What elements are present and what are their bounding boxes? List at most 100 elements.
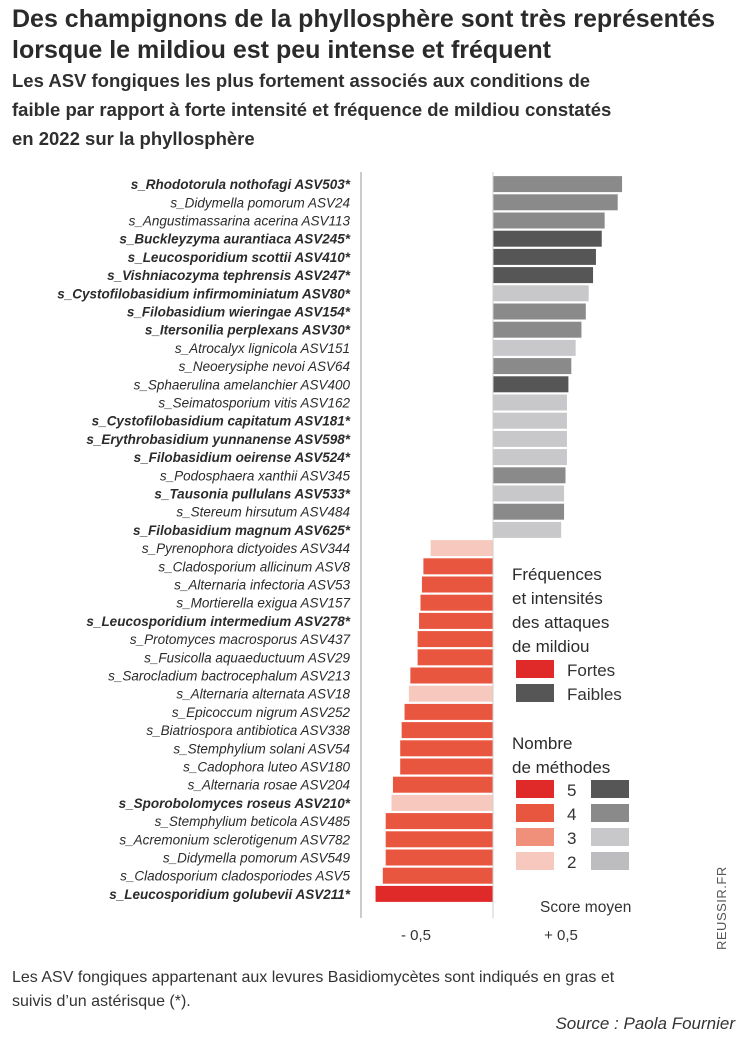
bar <box>385 849 493 866</box>
category-label: s_Mortierella exigua ASV157 <box>176 596 350 611</box>
legend-swatch-fortes-level <box>516 804 554 822</box>
chart-subtitle: Les ASV fongiques les plus fortement ass… <box>12 70 612 149</box>
category-label: s_Cadophora luteo ASV180 <box>183 760 350 775</box>
category-label: s_Seimatosporium vitis ASV162 <box>158 396 350 411</box>
legend-swatch-fortes-level <box>516 852 554 870</box>
category-label: s_Podosphaera xanthii ASV345 <box>160 468 351 483</box>
legend-label-fortes: Fortes <box>567 661 615 680</box>
axis: - 0,5 + 0,5 Score moyen <box>360 172 631 944</box>
legend: Fréquences et intensités des attaques de… <box>512 565 629 872</box>
bar <box>493 285 589 302</box>
legend-swatch-faibles-level <box>591 804 629 822</box>
bar <box>493 176 623 193</box>
category-label: s_Filobasidium wieringae ASV154* <box>127 305 351 320</box>
bar <box>493 467 566 484</box>
category-label: s_Fusicolla aquaeductuum ASV29 <box>144 650 350 665</box>
bar <box>493 449 567 466</box>
legend-swatch-faibles-level <box>591 828 629 846</box>
bar <box>400 740 493 757</box>
bar <box>493 394 567 411</box>
bar <box>493 248 596 265</box>
legend-level-label: 4 <box>567 805 576 824</box>
category-label: s_Alternaria alternata ASV18 <box>176 687 350 702</box>
bars <box>375 176 623 902</box>
category-label: s_Angustimassarina acerina ASV113 <box>129 214 351 229</box>
category-label: s_Protomyces macrosporus ASV437 <box>130 632 351 647</box>
bar <box>417 631 493 648</box>
category-label: s_Sphaerulina amelanchier ASV400 <box>134 377 351 392</box>
bar <box>493 230 602 247</box>
category-label: s_Cladosporium cladosporiodes ASV5 <box>120 869 350 884</box>
legend-method-levels: 5 4 3 2 <box>516 780 629 872</box>
category-label: s_Didymella pomorum ASV549 <box>163 851 351 866</box>
category-label: s_Stemphylium beticola ASV485 <box>155 814 351 829</box>
footnote: Les ASV fongiques appartenant aux levure… <box>12 969 615 1010</box>
category-label: s_Tausonia pullulans ASV533* <box>154 487 350 502</box>
bar <box>493 194 618 211</box>
legend-level-label: 5 <box>567 781 576 800</box>
category-label: s_Atrocalyx lignicola ASV151 <box>175 341 350 356</box>
bar <box>493 212 605 229</box>
category-label: s_Epicoccum nigrum ASV252 <box>172 705 351 720</box>
bar <box>493 503 565 520</box>
bar <box>423 558 493 575</box>
legend-label-faibles: Faibles <box>567 685 622 704</box>
category-label: s_Stereum hirsutum ASV484 <box>176 505 350 520</box>
bar <box>493 376 569 393</box>
legend-level-label: 2 <box>567 853 576 872</box>
category-label: s_Acremonium sclerotigenum ASV782 <box>119 832 350 847</box>
bar <box>385 831 493 848</box>
bar <box>419 612 493 629</box>
bar <box>493 321 582 338</box>
legend-level-label: 3 <box>567 829 576 848</box>
x-axis-label: Score moyen <box>540 899 631 916</box>
category-label: s_Erythrobasidium yunnanense ASV598* <box>86 432 350 447</box>
category-label: s_Pyrenophora dictyoides ASV344 <box>142 541 350 556</box>
bar <box>493 267 594 284</box>
bar <box>410 667 493 684</box>
bar <box>493 430 567 447</box>
x-tick-label-neg: - 0,5 <box>401 927 431 944</box>
category-label: s_Filobasidium oeirense ASV524* <box>134 450 351 465</box>
bar <box>400 758 493 775</box>
bar <box>493 339 576 356</box>
category-label: s_Cystofilobasidium capitatum ASV181* <box>92 414 351 429</box>
bar <box>493 412 567 429</box>
category-label: s_Neoerysiphe nevoi ASV64 <box>179 359 350 374</box>
chart-title: Des champignons de la phyllosphère sont … <box>12 5 715 64</box>
category-label: s_Vishniacozyma tephrensis ASV247* <box>107 268 351 283</box>
bar <box>375 885 493 902</box>
bar <box>382 867 493 884</box>
category-label: s_Leucosporidium intermedium ASV278* <box>86 614 350 629</box>
category-label: s_Leucosporidium golubevii ASV211* <box>109 887 351 902</box>
legend-title-methods: Nombre de méthodes <box>512 734 610 777</box>
bar <box>404 703 493 720</box>
category-label: s_Sporobolomyces roseus ASV210* <box>119 796 351 811</box>
legend-swatch-fortes-level <box>516 780 554 798</box>
bar <box>493 358 572 375</box>
legend-swatch-faibles <box>516 684 554 702</box>
source-credit: Source : Paola Fournier <box>555 1014 735 1033</box>
category-label: s_Cystofilobasidium infirmominiatum ASV8… <box>57 286 351 301</box>
legend-swatch-faibles-level <box>591 852 629 870</box>
bar <box>430 540 493 557</box>
legend-swatch-fortes <box>516 660 554 678</box>
bar <box>391 794 493 811</box>
x-tick-label-pos: + 0,5 <box>544 927 578 944</box>
legend-swatch-fortes-level <box>516 828 554 846</box>
bar <box>385 813 493 830</box>
category-labels: s_Rhodotorula nothofagi ASV503* s_Didymel… <box>57 177 351 902</box>
category-label: s_Buckleyzyma aurantiaca ASV245* <box>119 232 350 247</box>
bar <box>420 594 493 611</box>
category-label: s_Sarocladium bactrocephalum ASV213 <box>108 669 350 684</box>
bar <box>408 685 493 702</box>
category-label: s_Rhodotorula nothofagi ASV503* <box>131 177 351 192</box>
category-label: s_Leucosporidium scottii ASV410* <box>128 250 351 265</box>
legend-swatch-faibles-level <box>591 780 629 798</box>
category-label: s_Cladosporium allicinum ASV8 <box>158 559 350 574</box>
bar-chart: s_Rhodotorula nothofagi ASV503* s_Didymel… <box>57 172 631 944</box>
category-label: s_Didymella pomorum ASV24 <box>170 195 350 210</box>
bar <box>392 776 493 793</box>
category-label: s_Filobasidium magnum ASV625* <box>133 523 351 538</box>
bar <box>401 722 493 739</box>
